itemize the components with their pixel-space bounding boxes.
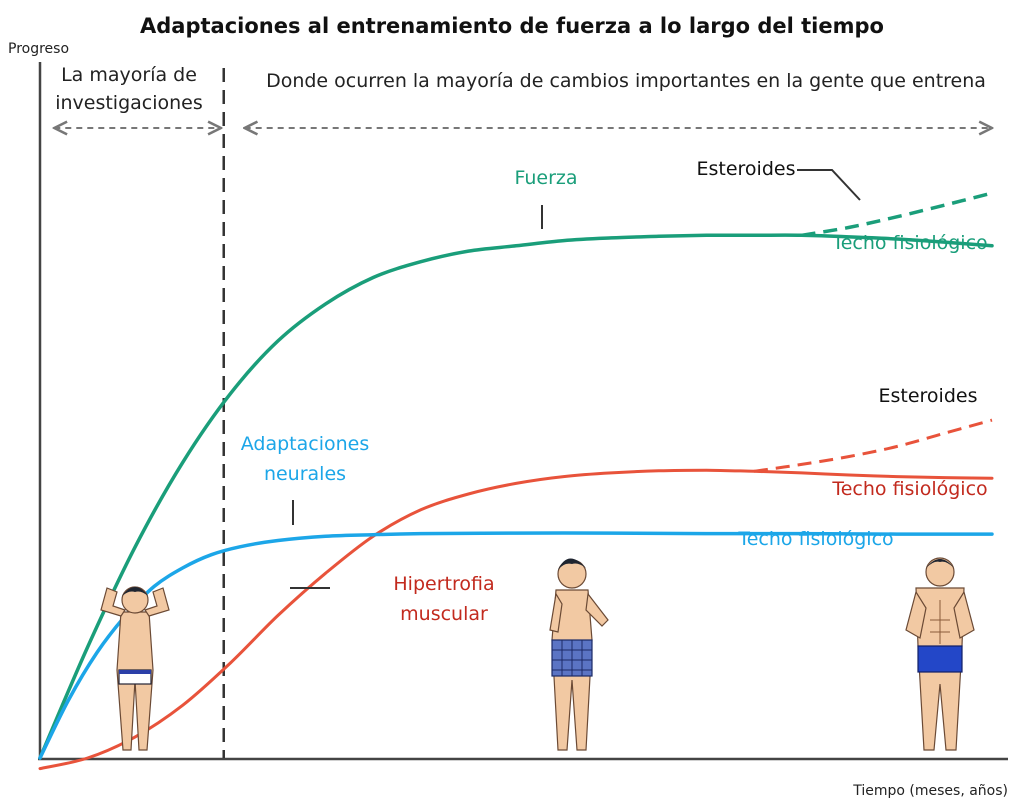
region-research-label-line-2: investigaciones [55,92,203,114]
label-fuerza: Fuerza [514,167,577,189]
label-fuerza-techo: Techo fisiológico [831,232,987,254]
region-practice-label: Donde ocurren la mayoría de cambios impo… [266,70,986,92]
figure-advanced-icon [905,557,975,751]
label-hipertrofia-line-1: Hipertrofia [393,573,494,595]
chart-title: Adaptaciones al entrenamiento de fuerza … [140,14,884,38]
series-line-hipertrofia-esteroides [753,418,993,473]
label-fuerza-esteroides: Esteroides [697,158,796,180]
series-line-hipertrofia [38,468,994,771]
leader-fuerza-esteroides [797,169,861,201]
series-line-fuerza [38,233,994,760]
y-axis-label: Progreso [8,41,69,57]
x-axis-label: Tiempo (meses, años) [852,783,1008,799]
label-hipertrofia-techo: Techo fisiológico [831,478,987,500]
figure-intermediate-icon [549,558,609,751]
region-research-label-line-1: La mayoría de [61,64,197,86]
label-neurales-line-1: Adaptaciones [241,433,370,455]
series-line-fuerza-esteroides [801,191,993,238]
figure-beginner-icon [100,586,170,751]
label-hipertrofia-line-2: muscular [400,603,488,625]
series-line-neurales [38,531,994,760]
label-neurales-techo: Techo fisiológico [737,528,893,550]
label-neurales-line-2: neurales [264,463,346,485]
label-hipertrofia-esteroides: Esteroides [879,385,978,407]
